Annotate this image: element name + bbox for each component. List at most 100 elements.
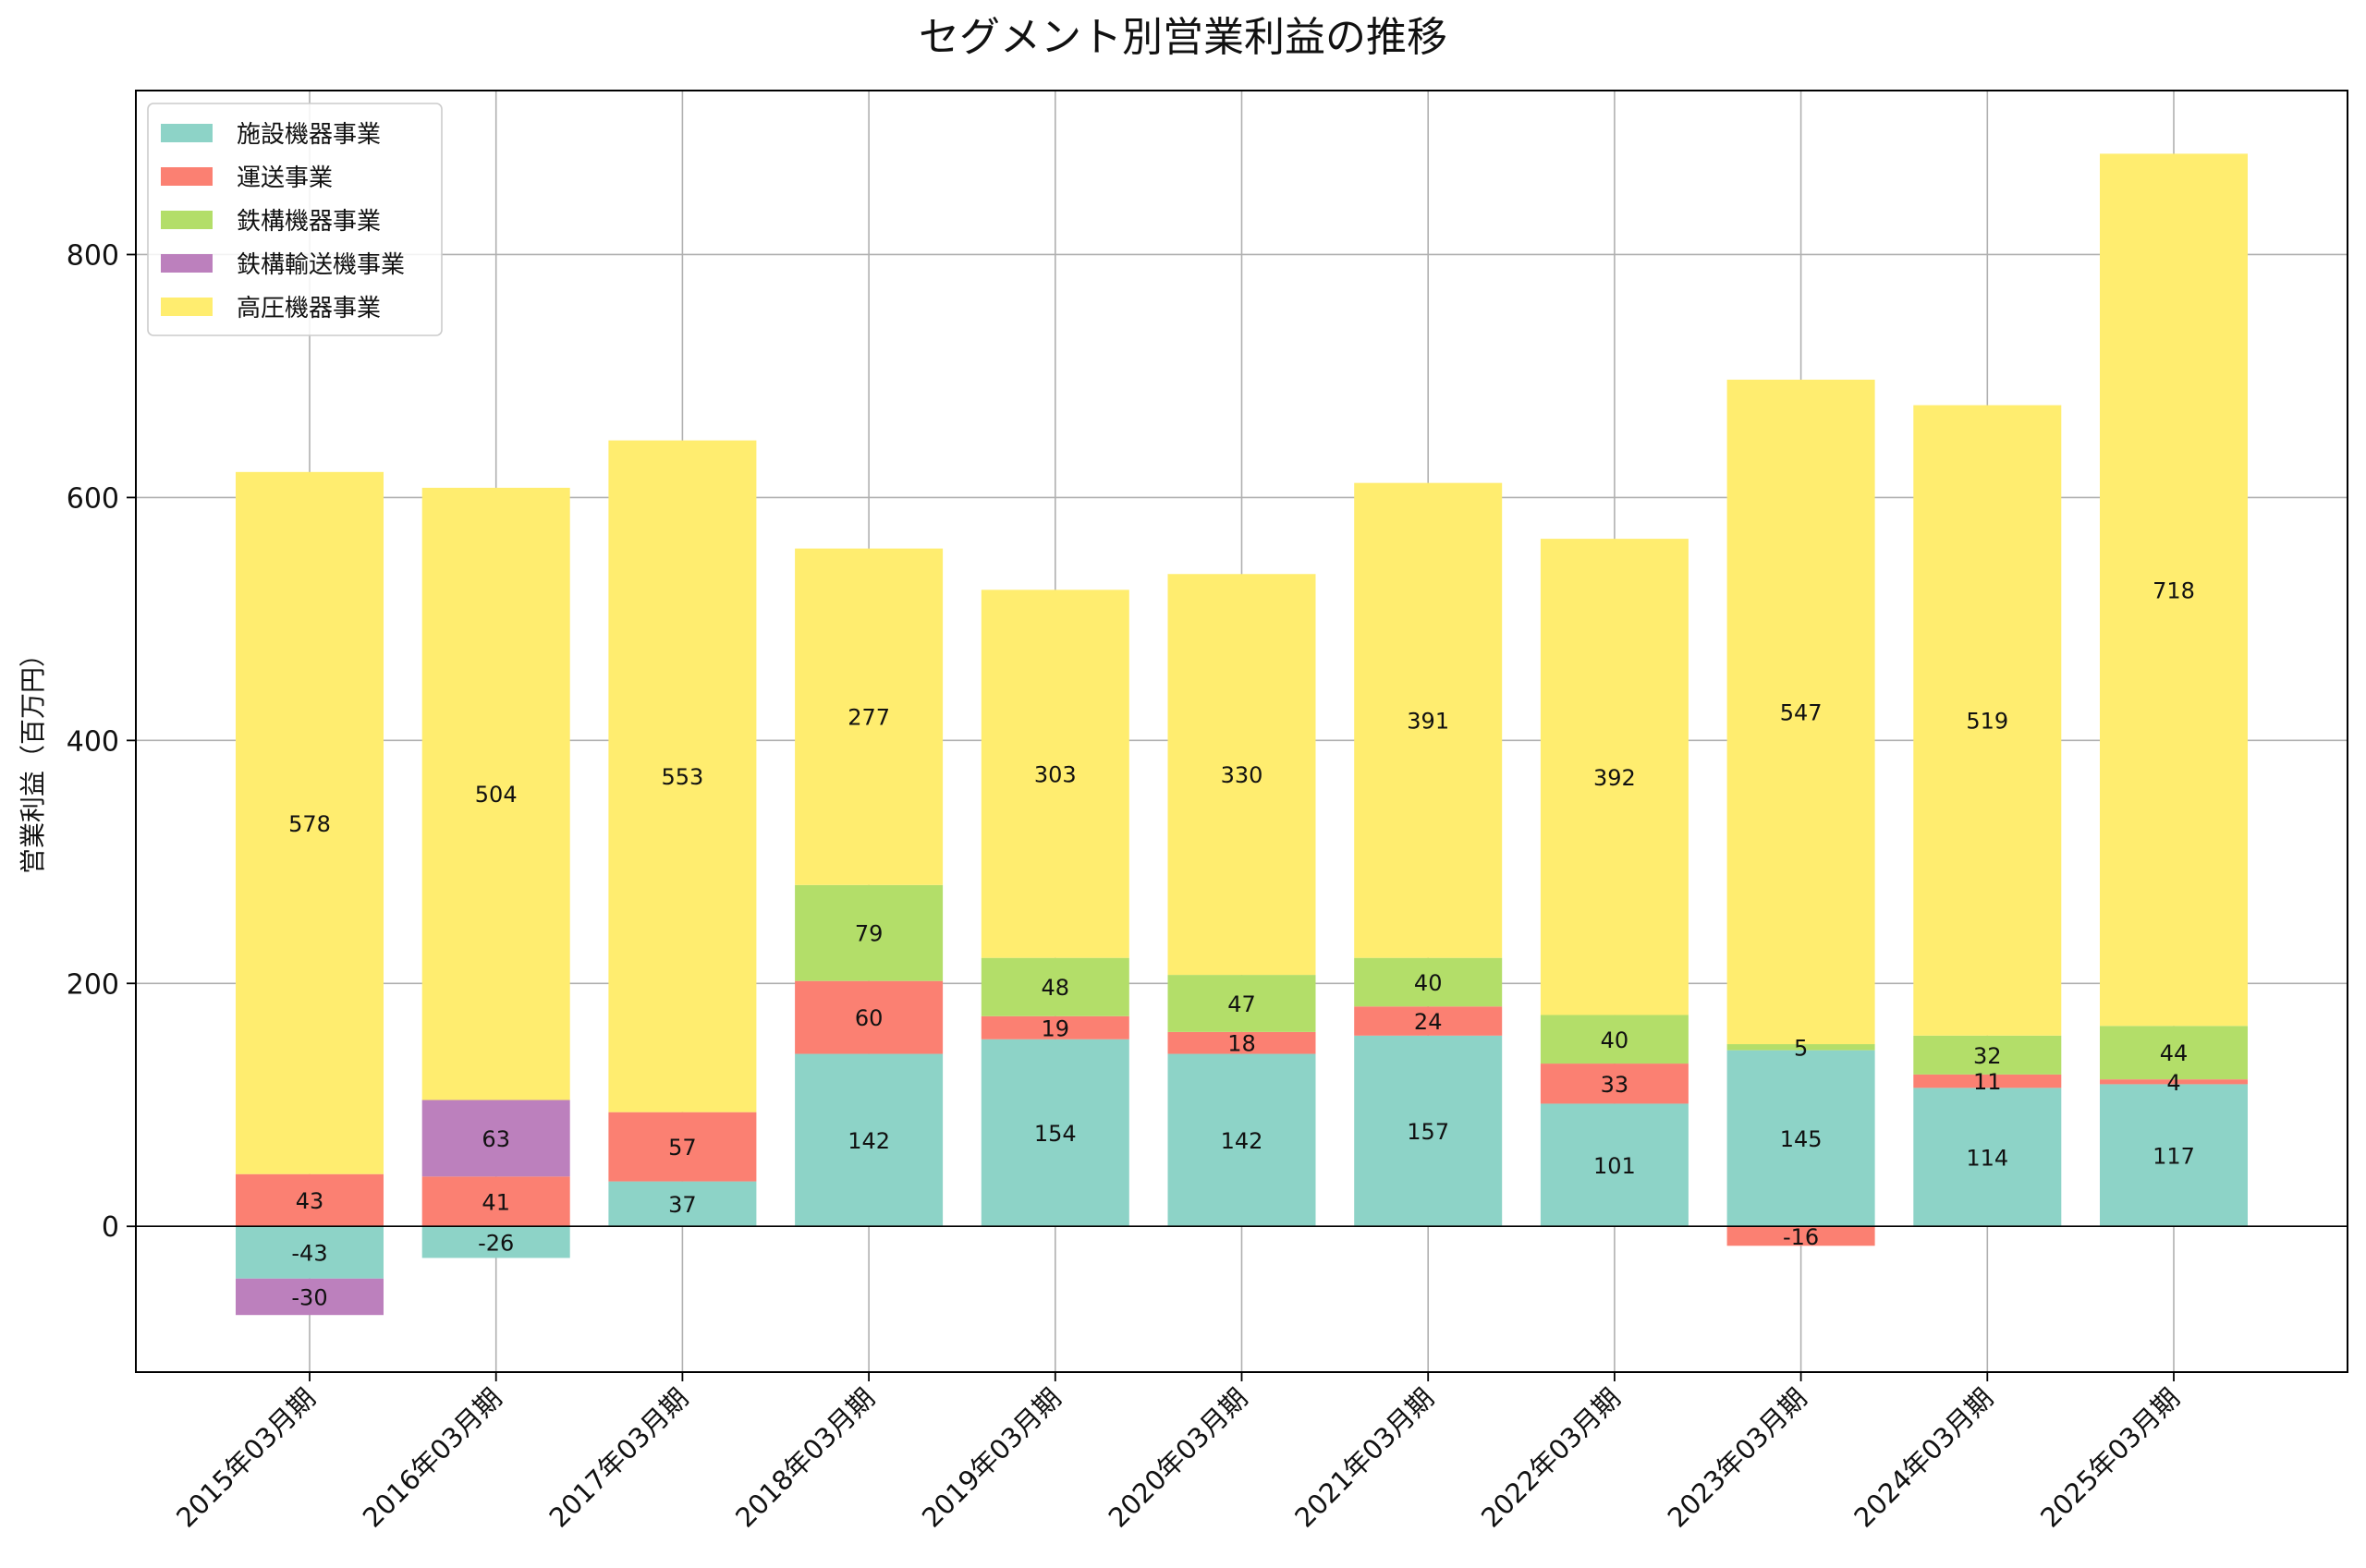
y-tick-label: 600 xyxy=(67,482,119,515)
x-tick-label: 2017年03月期 xyxy=(543,1382,694,1534)
bar-segment xyxy=(1913,1035,2062,1075)
bar-segment xyxy=(421,487,570,1100)
data-label: 40 xyxy=(1601,1027,1629,1053)
legend-entry: 高圧機器事業 xyxy=(237,295,381,322)
data-label: 303 xyxy=(1034,762,1077,788)
bar-segment xyxy=(981,590,1129,958)
legend-swatch xyxy=(161,167,213,186)
legend-box xyxy=(147,103,443,336)
bars xyxy=(236,153,2248,1316)
x-tick-label: 2025年03月期 xyxy=(2034,1382,2186,1534)
bar-segment xyxy=(421,1226,570,1258)
legend-swatch xyxy=(161,298,213,316)
data-label: 142 xyxy=(1221,1128,1263,1154)
bar-segment xyxy=(421,1176,570,1227)
bar-segment xyxy=(1354,1035,1503,1227)
legend-entry: 鉄構輸送機事業 xyxy=(237,251,405,279)
x-tick-label: 2022年03月期 xyxy=(1475,1382,1627,1534)
data-label: 18 xyxy=(1227,1031,1256,1057)
data-label: 44 xyxy=(2160,1040,2189,1066)
bar-segment xyxy=(1726,1050,1875,1227)
data-label: 48 xyxy=(1042,975,1070,1001)
bar-segment xyxy=(795,1053,944,1227)
legend-entry: 鉄構機器事業 xyxy=(237,208,381,236)
y-tick-label: 0 xyxy=(102,1211,119,1244)
bar-segment xyxy=(421,1100,570,1177)
x-tick-label: 2018年03月期 xyxy=(729,1382,881,1534)
data-label: 19 xyxy=(1042,1015,1070,1041)
data-label: 519 xyxy=(1966,709,2008,735)
bar-segment xyxy=(1540,1103,1689,1227)
legend-swatch xyxy=(161,211,213,229)
data-label: 718 xyxy=(2153,577,2195,603)
data-label: 391 xyxy=(1407,709,1449,735)
bar-segment xyxy=(2100,1084,2248,1227)
bar-segment xyxy=(795,884,944,981)
data-label: 101 xyxy=(1593,1153,1636,1179)
bar-segment xyxy=(1540,539,1689,1015)
x-tick-label: 2015年03月期 xyxy=(170,1382,322,1534)
data-label: 43 xyxy=(296,1188,324,1214)
data-label: 47 xyxy=(1227,991,1256,1017)
x-tick-label: 2019年03月期 xyxy=(916,1382,1067,1534)
data-label: 277 xyxy=(848,705,890,731)
bar-segment xyxy=(236,1173,384,1227)
data-label: 57 xyxy=(668,1135,697,1161)
bar-segment xyxy=(236,1278,384,1316)
bar-segment xyxy=(1167,1031,1316,1054)
bar-segment xyxy=(1354,482,1503,958)
data-labels: -43 43 -30 578 -26 41 63 504 37 57 553 142 60 79 277 15… xyxy=(288,577,2195,1310)
data-label: 4 xyxy=(2166,1070,2180,1096)
bar-segment xyxy=(981,957,1129,1016)
x-tick-label: 2021年03月期 xyxy=(1288,1382,1440,1534)
bar-segment xyxy=(1913,405,2062,1036)
data-label: 5 xyxy=(1794,1035,1808,1061)
data-label: 142 xyxy=(848,1128,890,1154)
data-label: 154 xyxy=(1034,1121,1077,1147)
bar-segment xyxy=(1726,1226,1875,1246)
bar-segment xyxy=(2100,1079,2248,1085)
data-label: 578 xyxy=(288,811,331,837)
data-label: -16 xyxy=(1783,1224,1819,1250)
bar-segment xyxy=(608,1181,757,1227)
bar-segment xyxy=(1167,574,1316,976)
data-label: 41 xyxy=(482,1189,510,1215)
y-tick-label: 800 xyxy=(67,239,119,272)
bar-segment xyxy=(1913,1088,2062,1227)
data-label: 330 xyxy=(1221,762,1263,788)
y-tick-label: 200 xyxy=(67,968,119,1001)
data-label: -30 xyxy=(291,1284,327,1310)
data-label: 60 xyxy=(855,1005,884,1031)
legend-entry: 運送事業 xyxy=(237,164,333,192)
data-label: 553 xyxy=(661,764,703,790)
bar-segment xyxy=(1540,1015,1689,1064)
bar-segment xyxy=(1167,975,1316,1032)
data-label: 11 xyxy=(1973,1069,2002,1095)
x-tick-label: 2024年03月期 xyxy=(1848,1382,1999,1534)
legend-entry: 施設機器事業 xyxy=(237,121,381,149)
bar-segment xyxy=(795,548,944,885)
chart-title: セグメント別営業利益の推移 xyxy=(919,14,1447,61)
bar-segment xyxy=(795,980,944,1054)
bar-segment xyxy=(1913,1074,2062,1088)
x-tick-label: 2020年03月期 xyxy=(1103,1382,1254,1534)
data-label: 157 xyxy=(1407,1119,1449,1145)
bar-segment xyxy=(1540,1064,1689,1104)
y-axis-label: 営業利益（百万円） xyxy=(18,641,48,874)
bar-segment xyxy=(1726,1044,1875,1051)
data-label: 63 xyxy=(482,1126,510,1152)
bar-segment xyxy=(981,1015,1129,1039)
data-label: 79 xyxy=(855,921,884,947)
bar-segment xyxy=(1354,1006,1503,1036)
bar-segment xyxy=(608,1112,757,1182)
x-tick-label: 2023年03月期 xyxy=(1662,1382,1813,1534)
bar-segment xyxy=(981,1039,1129,1227)
data-label: 24 xyxy=(1414,1009,1443,1035)
bar-segment xyxy=(1167,1053,1316,1227)
data-label: 504 xyxy=(475,782,518,808)
data-label: 117 xyxy=(2153,1143,2195,1169)
data-label: 145 xyxy=(1780,1126,1823,1152)
